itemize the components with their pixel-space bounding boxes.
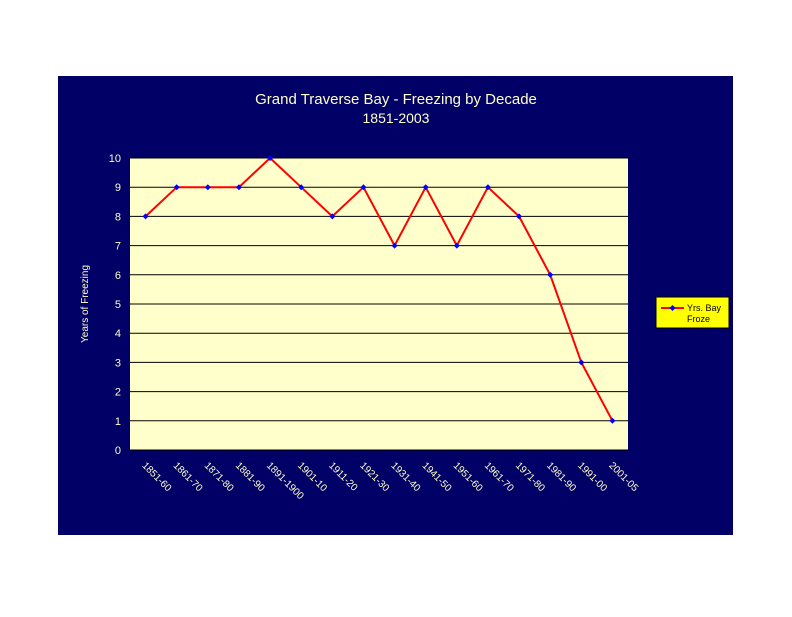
y-tick-label: 10	[109, 153, 121, 165]
y-tick-label: 1	[115, 416, 121, 428]
data-point-marker	[609, 417, 616, 424]
y-tick-label: 2	[115, 387, 121, 399]
data-point-marker	[516, 213, 523, 220]
data-point-marker	[204, 184, 211, 191]
y-tick-label: 4	[115, 328, 121, 340]
series-line	[144, 156, 614, 422]
gridlines	[130, 157, 628, 451]
data-point-marker	[547, 271, 554, 278]
y-tick-label: 6	[115, 270, 121, 282]
data-point-marker	[267, 155, 274, 161]
data-point-marker	[298, 184, 305, 191]
y-axis-tick-labels: 0 1 2 3 4 5 6 7 8 9 10	[109, 153, 121, 457]
data-point-marker	[422, 184, 429, 191]
legend: Yrs. Bay Froze	[655, 296, 730, 329]
data-point-marker	[142, 213, 149, 220]
legend-swatch-marker	[669, 305, 676, 311]
y-tick-label: 5	[115, 299, 121, 311]
y-tick-label: 9	[115, 182, 121, 194]
series-yrs-bay-froze	[142, 155, 616, 424]
data-point-marker	[360, 184, 367, 191]
chart-title: Grand Traverse Bay - Freezing by Decade	[255, 91, 537, 108]
y-tick-label: 7	[115, 241, 121, 253]
y-axis-label: Years of Freezing	[80, 265, 91, 343]
data-point-marker	[484, 184, 491, 191]
legend-label-line1: Yrs. Bay	[687, 303, 722, 313]
data-point-marker	[578, 359, 585, 366]
y-tick-label: 8	[115, 211, 121, 223]
chart-subtitle: 1851-2003	[363, 110, 430, 126]
data-point-marker	[391, 242, 398, 249]
legend-label-line2: Froze	[687, 314, 710, 324]
data-point-marker	[173, 184, 180, 191]
legend-box	[655, 296, 730, 329]
data-point-marker	[453, 242, 460, 249]
y-tick-label: 0	[115, 445, 121, 457]
data-point-marker	[329, 213, 336, 220]
y-tick-label: 3	[115, 357, 121, 369]
data-point-marker	[235, 184, 242, 191]
